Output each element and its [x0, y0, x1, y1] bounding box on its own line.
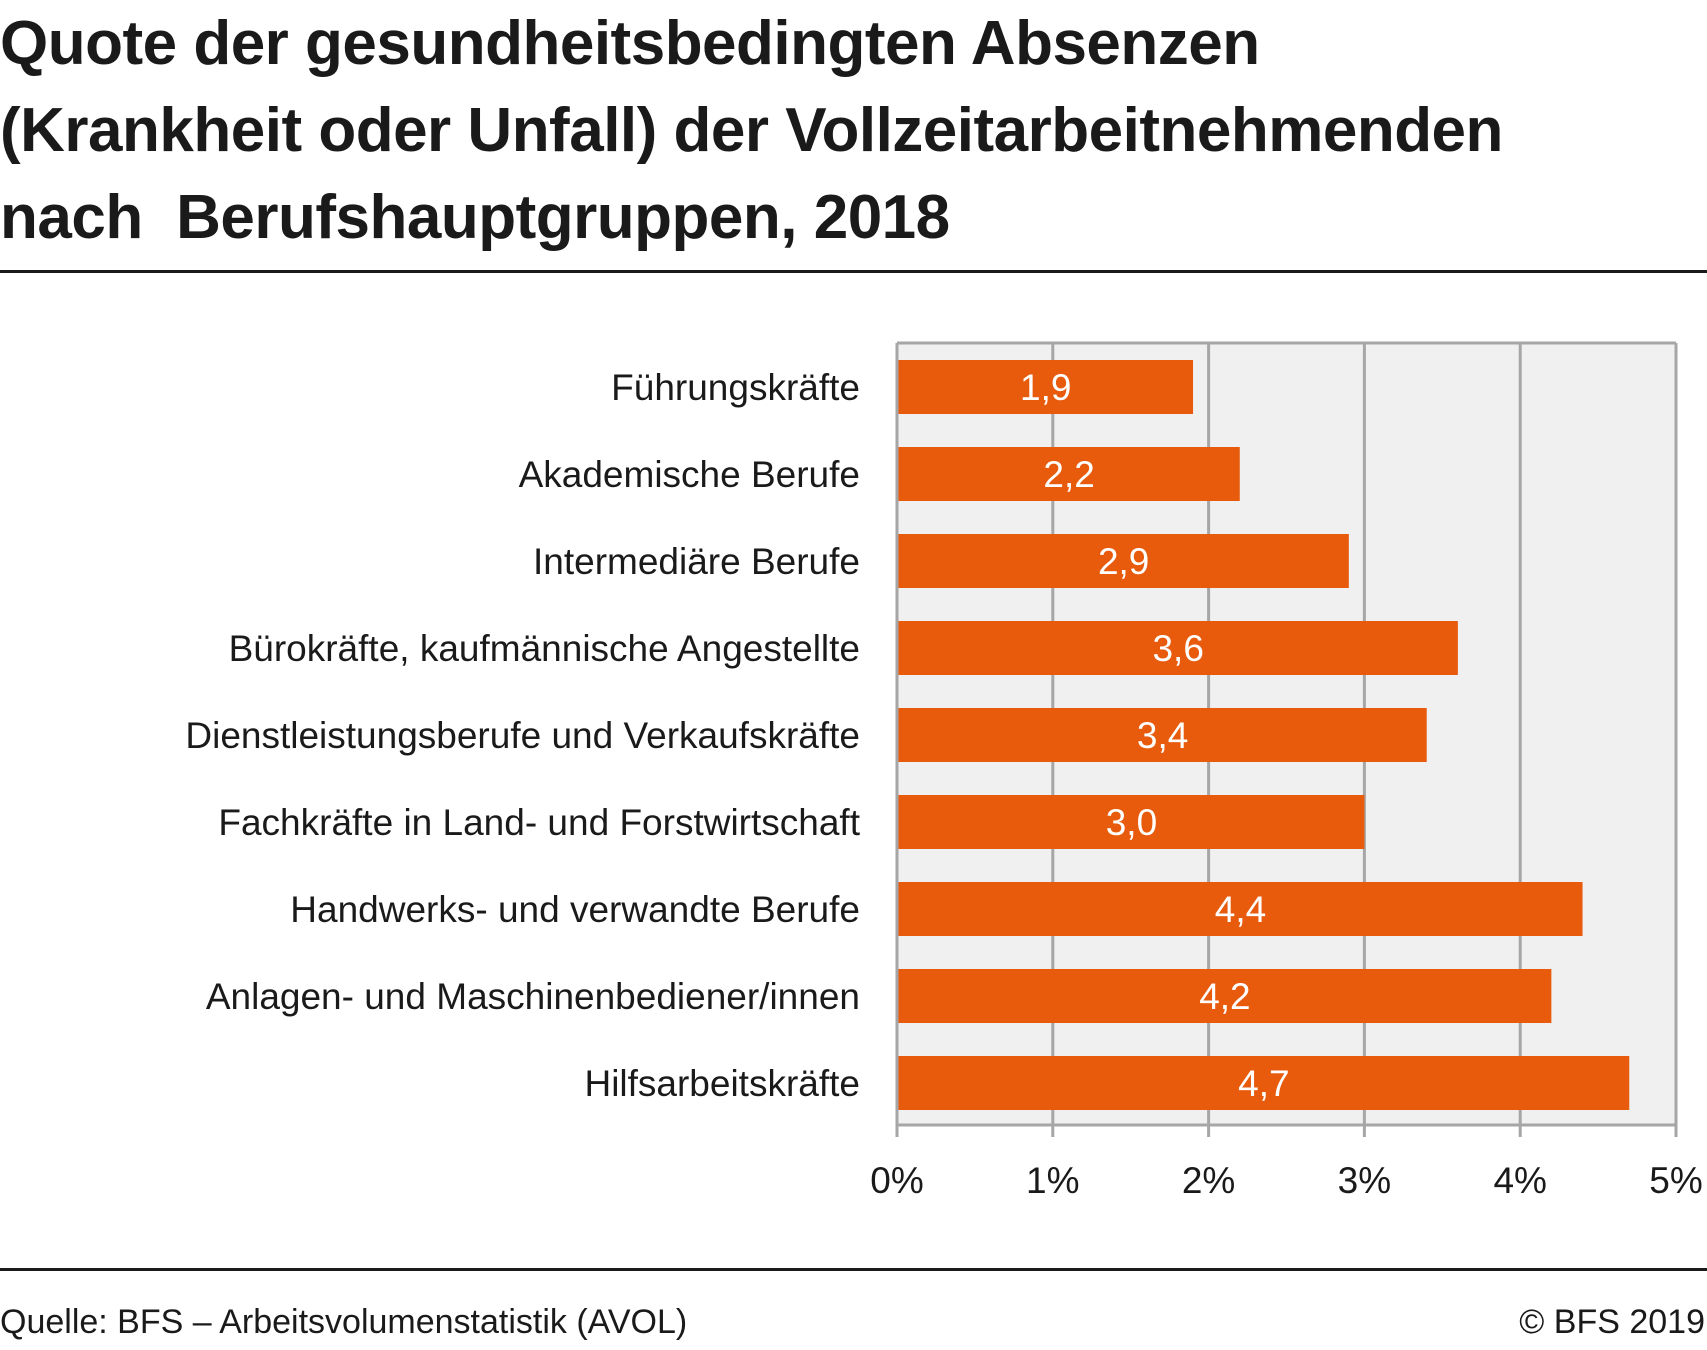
bar-value-label: 4,7 [1238, 1063, 1289, 1104]
chart-title-line: nach Berufshauptgruppen, 2018 [0, 183, 950, 252]
bar-value-label: 3,6 [1152, 628, 1203, 669]
category-label: Hilfsarbeitskräfte [584, 1063, 860, 1104]
bar [898, 1056, 1630, 1110]
bar-value-label: 1,9 [1020, 367, 1071, 408]
bar [898, 708, 1427, 762]
x-tick-label: 4% [1493, 1160, 1546, 1201]
category-label: Fachkräfte in Land- und Forstwirtschaft [218, 802, 860, 843]
category-label: Akademische Berufe [519, 454, 860, 495]
chart-title-line: (Krankheit oder Unfall) der Vollzeitarbe… [0, 96, 1503, 165]
category-label: Handwerks- und verwandte Berufe [290, 889, 860, 930]
category-label: Führungskräfte [611, 367, 860, 408]
x-tick-label: 0% [870, 1160, 923, 1201]
bar-value-label: 3,4 [1137, 715, 1188, 756]
bar-value-label: 3,0 [1106, 802, 1157, 843]
bar [898, 534, 1349, 588]
bar [898, 882, 1583, 936]
category-label: Anlagen- und Maschinenbediener/innen [206, 976, 860, 1017]
bar [898, 447, 1240, 501]
category-label: Intermediäre Berufe [533, 541, 860, 582]
x-tick-label: 5% [1649, 1160, 1702, 1201]
category-label: Dienstleistungsberufe und Verkaufskräfte [185, 715, 860, 756]
bar [898, 969, 1552, 1023]
source-note: Quelle: BFS – Arbeitsvolumenstatistik (A… [0, 1303, 688, 1341]
bar [898, 360, 1194, 414]
category-label: Bürokräfte, kaufmännische Angestellte [229, 628, 860, 669]
x-tick-label: 1% [1026, 1160, 1079, 1201]
bar [898, 621, 1458, 675]
bar-value-label: 4,2 [1199, 976, 1250, 1017]
copyright-note: © BFS 2019 [1519, 1303, 1705, 1341]
bar-value-label: 4,4 [1215, 889, 1266, 930]
top-divider [0, 270, 1707, 273]
bar [898, 795, 1365, 849]
bar-chart: 1,9 Führungskräfte 2,2 Akademische Berufe 2,… [185, 341, 1703, 1201]
x-tick-label: 3% [1338, 1160, 1391, 1201]
bottom-divider [0, 1268, 1707, 1271]
x-tick-label: 2% [1182, 1160, 1235, 1201]
chart-title-line: Quote der gesundheitsbedingten Absenzen [0, 9, 1260, 78]
chart-title: Quote der gesundheitsbedingten Absenzen … [0, 0, 1700, 261]
bar-value-label: 2,2 [1043, 454, 1094, 495]
bar-value-label: 2,9 [1098, 541, 1149, 582]
